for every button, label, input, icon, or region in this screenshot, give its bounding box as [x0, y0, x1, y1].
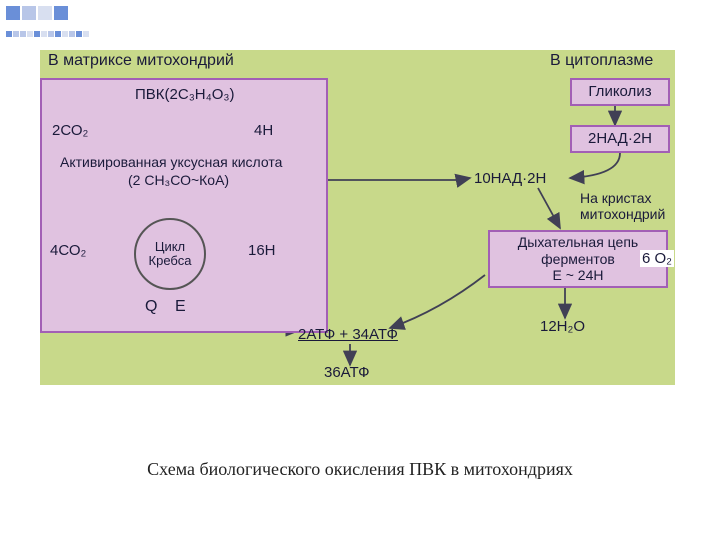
diagram-canvas: В матриксе митохондрий В цитоплазме ПВК(… [40, 50, 675, 385]
nad2h-box: 2НАД·2Н [570, 125, 670, 153]
acetic1: Активированная уксусная кислота [60, 154, 282, 170]
chain-l2: ферментов [541, 251, 615, 268]
deco-squares [6, 6, 68, 20]
cristae2: митохондрий [580, 206, 665, 222]
atp-total: 36АТФ [324, 364, 370, 381]
chain-l1: Дыхательная цепь [518, 234, 638, 251]
atp-sum: 2АТФ + 34АТФ [298, 326, 398, 343]
h4: 4Н [254, 122, 273, 139]
glycolysis-box: Гликолиз [570, 78, 670, 106]
cristae1: На кристах [580, 190, 652, 206]
h16: 16Н [248, 242, 276, 259]
header-right: В цитоплазме [550, 52, 653, 70]
header-left: В матриксе митохондрий [48, 52, 234, 70]
o2: 6 О₂ [640, 250, 674, 267]
deco-bar [6, 24, 166, 29]
h2o: 12Н₂О [540, 318, 585, 335]
krebs2: Кребса [149, 254, 192, 268]
caption: Схема биологического окисления ПВК в мит… [0, 459, 720, 480]
krebs-cycle: Цикл Кребса [134, 218, 206, 290]
glycolysis-label: Гликолиз [588, 83, 651, 101]
co2-1: 2СО₂ [52, 122, 88, 139]
matrix-box [40, 78, 328, 333]
nad2h-label: 2НАД·2Н [588, 130, 652, 148]
pvk-label: ПВК(2С₃Н₄О₃) [135, 86, 235, 103]
krebs1: Цикл [155, 240, 185, 254]
acetic2: (2 СН₃СО~КоА) [128, 172, 229, 188]
co2-2: 4СО₂ [50, 242, 86, 259]
nad10: 10НАД·2Н [474, 170, 546, 187]
q-label: Q [145, 298, 157, 316]
e-label: Е [175, 298, 186, 316]
chain-l3: Е ~ 24Н [553, 267, 604, 284]
